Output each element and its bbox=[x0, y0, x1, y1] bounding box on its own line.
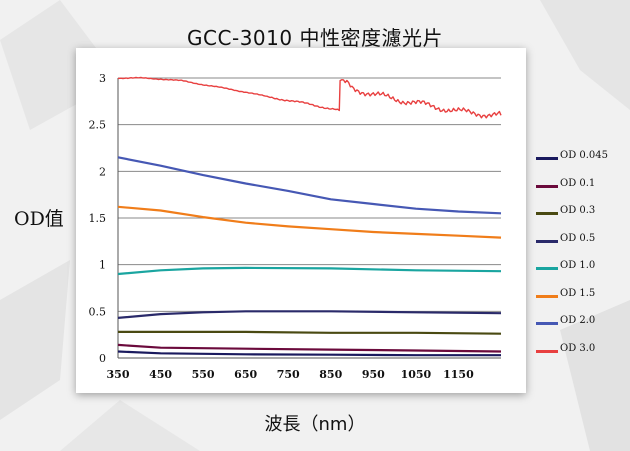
x-tick-label: 750 bbox=[277, 368, 300, 381]
legend-swatch bbox=[536, 157, 558, 160]
legend-label: OD 1.0 bbox=[560, 260, 596, 271]
legend-swatch bbox=[536, 267, 558, 270]
legend-item: OD 0.3 bbox=[536, 205, 626, 221]
legend-label: OD 0.5 bbox=[560, 232, 596, 244]
x-tick-label: 450 bbox=[149, 368, 172, 381]
legend-item: OD 0.5 bbox=[536, 233, 626, 249]
series-line-od-2-0 bbox=[117, 156, 502, 215]
series-line-od-3-0 bbox=[117, 76, 502, 119]
series-line-od-1-5 bbox=[117, 205, 502, 239]
legend-swatch bbox=[536, 212, 558, 215]
series-line-od-0-5 bbox=[117, 310, 502, 319]
x-tick-label: 1050 bbox=[401, 368, 432, 381]
x-tick-label: 850 bbox=[319, 368, 342, 381]
x-tick-label: 350 bbox=[107, 368, 130, 381]
x-tick-label: 550 bbox=[192, 368, 215, 381]
x-axis-label: 波長（nm） bbox=[264, 414, 366, 435]
y-tick-label: 3 bbox=[99, 72, 106, 85]
y-axis-label: OD值 bbox=[14, 208, 64, 230]
x-tick-label: 650 bbox=[234, 368, 257, 381]
legend-label: OD 1.5 bbox=[560, 287, 596, 299]
chart-title: GCC-3010 中性密度濾光片 bbox=[187, 26, 443, 50]
x-tick-label: 950 bbox=[362, 368, 385, 381]
legend-label: OD 0.1 bbox=[560, 177, 596, 189]
legend-item: OD 2.0 bbox=[536, 315, 626, 331]
y-tick-label: 1.5 bbox=[89, 212, 107, 225]
legend-swatch bbox=[536, 322, 558, 325]
legend-item: OD 3.0 bbox=[536, 343, 626, 359]
chart-panel: 0 0.5 1 1.5 2 2.5 3 350 450 550 650 750 850 950 1050 11… bbox=[76, 48, 526, 393]
series-line-od-0-1 bbox=[117, 343, 502, 353]
legend-swatch bbox=[536, 239, 558, 243]
legend-swatch bbox=[536, 349, 558, 353]
legend-label: OD 3.0 bbox=[560, 342, 596, 354]
y-tick-label: 0 bbox=[99, 352, 106, 365]
x-tick-label: 1150 bbox=[443, 368, 474, 381]
legend-label: OD 2.0 bbox=[560, 315, 596, 326]
series-line-od-1-0 bbox=[117, 266, 502, 276]
series-line-od-0-3 bbox=[118, 330, 502, 335]
legend-label: OD 0.3 bbox=[560, 205, 596, 216]
legend-label: OD 0.045 bbox=[560, 150, 609, 161]
legend-item: OD 1.5 bbox=[536, 288, 626, 304]
legend-item: OD 0.1 bbox=[536, 178, 626, 194]
legend-item: OD 1.0 bbox=[536, 260, 626, 276]
y-tick-label: 2 bbox=[99, 165, 106, 178]
legend-item: OD 0.045 bbox=[536, 150, 626, 166]
y-tick-label: 0.5 bbox=[89, 305, 107, 318]
legend-swatch bbox=[536, 294, 558, 298]
y-tick-label: 2.5 bbox=[89, 119, 107, 132]
y-tick-label: 1 bbox=[99, 259, 106, 272]
series-line-od-0-045 bbox=[117, 350, 501, 357]
chart-plot: 0 0.5 1 1.5 2 2.5 3 350 450 550 650 750 850 950 1050 11… bbox=[89, 72, 502, 381]
legend-swatch bbox=[536, 184, 558, 188]
